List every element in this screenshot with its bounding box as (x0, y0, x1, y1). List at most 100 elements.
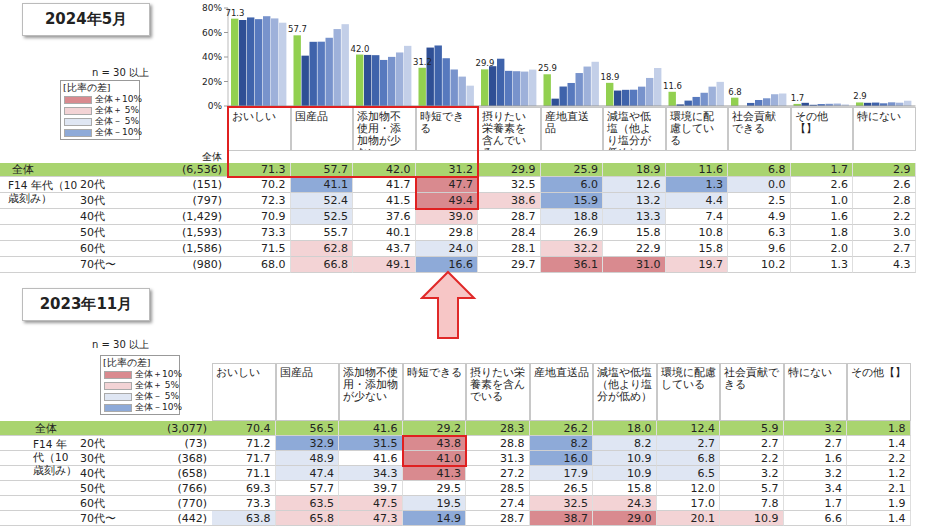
table-cell: 38.7 (530, 511, 594, 526)
column-header: 時短できる (403, 363, 467, 421)
column-header: 国産品 (291, 107, 354, 151)
table-cell: 41.6 (339, 421, 403, 436)
column-header: 環境に配慮している (657, 363, 721, 421)
table-cell: 24.0 (416, 241, 479, 257)
bar (654, 68, 661, 106)
table-cell: 12.6 (603, 177, 666, 193)
table-cell: 31.5 (339, 436, 403, 451)
table-cell: 1.4 (847, 436, 911, 451)
row-n: (1,429) (160, 209, 222, 225)
bar (459, 77, 466, 106)
table-cell: 2.7 (720, 436, 784, 451)
row-n: (1,586) (160, 241, 222, 257)
table-cell: 71.5 (228, 241, 291, 257)
column-header: 摂りたい栄養素を含んでいる (478, 107, 541, 151)
bar (334, 29, 341, 106)
table-cell: 16.0 (530, 451, 594, 466)
table-cell: 1.6 (791, 209, 854, 225)
table-cell: 11.6 (666, 163, 729, 177)
table-cell: 26.9 (541, 225, 604, 241)
table-cell: 3.2 (720, 466, 784, 481)
arrow (420, 270, 480, 342)
table-cell: 7.8 (720, 496, 784, 511)
data-label: 25.9 (534, 63, 562, 73)
column-header: 環境に配慮している (666, 107, 729, 151)
row-label: 50代 (80, 481, 140, 496)
legend-label: 全体－ 5% (95, 116, 139, 127)
row-n: (151) (160, 177, 222, 193)
row-label: 20代 (80, 436, 140, 451)
table-cell: 7.4 (666, 209, 729, 225)
table-cell: 49.1 (353, 257, 416, 273)
table-cell: 2.9 (853, 163, 916, 177)
bar (592, 62, 599, 106)
table-cell: 28.1 (478, 241, 541, 257)
bar (505, 71, 512, 106)
table-cell: 15.8 (603, 225, 666, 241)
table-cell: 6.3 (728, 225, 791, 241)
column-header: 産地直送品 (541, 107, 604, 151)
table-cell: 71.7 (212, 451, 276, 466)
bar (396, 52, 403, 106)
table-cell: 2.2 (720, 451, 784, 466)
table-cell: 10.9 (593, 451, 657, 466)
legend-label: 全体＋10% (95, 94, 139, 105)
table-cell: 1.4 (847, 511, 911, 526)
column-header: 添加物不使用・添加物が少ない (339, 363, 403, 421)
table-cell: 2.6 (853, 177, 916, 193)
table-cell: 20.1 (657, 511, 721, 526)
table-cell: 31.0 (603, 257, 666, 273)
subtitle: n = 30 以上 (92, 338, 182, 351)
subtitle: n = 30 以上 (92, 66, 182, 79)
bar (247, 17, 254, 106)
table-cell: 6.5 (657, 466, 721, 481)
bar (451, 69, 458, 106)
table-cell: 70.4 (212, 421, 276, 436)
y-tick-label: 0% (192, 100, 222, 112)
bar (544, 74, 551, 106)
section-title: 2023年11月 (22, 288, 150, 321)
table-cell: 29.0 (593, 511, 657, 526)
table-cell: 47.5 (339, 496, 403, 511)
table-cell: 15.9 (541, 193, 604, 209)
y-tick-label: 20% (192, 76, 222, 88)
table-cell: 1.6 (784, 451, 848, 466)
table-cell: 17.9 (530, 466, 594, 481)
table-cell: 0.0 (728, 177, 791, 193)
row-n: (658) (145, 466, 207, 481)
column-header: 特にない (853, 107, 916, 151)
legend-swatch (104, 404, 132, 412)
table-cell: 49.4 (416, 193, 479, 209)
arrow-shape (422, 272, 474, 338)
data-label: 71.3 (221, 8, 249, 18)
table-cell: 19.7 (666, 257, 729, 273)
highlight-box (227, 106, 479, 178)
bar (435, 45, 442, 106)
data-label: 57.7 (284, 24, 312, 34)
table-cell: 62.8 (291, 241, 354, 257)
table-cell: 10.9 (593, 466, 657, 481)
table-cell: 15.8 (593, 481, 657, 496)
row-label: 60代 (80, 241, 140, 257)
table-cell: 2.7 (657, 436, 721, 451)
table-cell: 29.2 (403, 421, 467, 436)
table-cell: 3.4 (784, 481, 848, 496)
table-cell: 1.0 (791, 193, 854, 209)
row-label: 全体 (35, 421, 95, 436)
table-cell: 69.3 (212, 481, 276, 496)
data-label: 31.2 (409, 57, 437, 67)
bar (763, 98, 770, 106)
bar (872, 103, 879, 106)
data-label: 6.8 (721, 87, 749, 97)
table-cell: 71.2 (212, 436, 276, 451)
bar (646, 78, 653, 106)
table-cell: 17.0 (657, 496, 721, 511)
row-label: 30代 (80, 451, 140, 466)
bar (513, 71, 520, 106)
row-label: 70代〜 (80, 257, 140, 273)
table-cell: 41.6 (339, 451, 403, 466)
highlight-box (415, 176, 480, 210)
table-cell: 3.0 (853, 225, 916, 241)
column-header: 減塩や低塩（他より塩分が低め） (593, 363, 657, 421)
bar (318, 42, 325, 106)
